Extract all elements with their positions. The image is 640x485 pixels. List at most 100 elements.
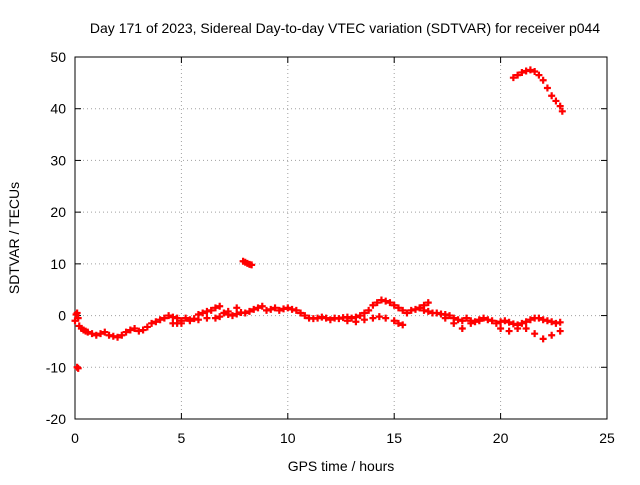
data-point — [373, 299, 381, 307]
data-point — [480, 314, 488, 322]
data-point — [463, 314, 471, 322]
data-point — [399, 321, 407, 329]
data-point — [548, 331, 556, 339]
data-point — [558, 107, 566, 115]
data-point — [535, 314, 543, 322]
data-point — [394, 319, 402, 327]
data-point — [207, 306, 215, 314]
data-point — [411, 305, 419, 313]
data-point — [509, 74, 517, 82]
data-point — [126, 326, 134, 334]
data-point — [518, 319, 526, 327]
data-point — [416, 304, 424, 312]
data-point — [148, 319, 156, 327]
data-point — [526, 316, 534, 324]
data-point — [203, 314, 211, 322]
data-point — [501, 317, 509, 325]
data-point — [160, 314, 168, 322]
data-point — [382, 297, 390, 305]
data-point — [467, 319, 475, 327]
data-point — [182, 314, 190, 322]
data-point — [352, 318, 360, 326]
data-point — [165, 312, 173, 320]
data-point — [92, 331, 100, 339]
data-point — [492, 319, 500, 327]
data-point — [199, 309, 207, 317]
data-point — [245, 307, 253, 315]
data-point — [505, 318, 513, 326]
data-point — [250, 305, 258, 313]
data-point — [522, 318, 530, 326]
data-point — [122, 328, 130, 336]
data-point — [386, 299, 394, 307]
y-tick-label: -10 — [46, 359, 66, 375]
data-point — [450, 319, 458, 327]
data-point — [446, 312, 454, 320]
data-point — [488, 317, 496, 325]
data-points-layer — [71, 66, 566, 372]
plot-frame — [74, 56, 608, 420]
data-point — [248, 261, 256, 269]
data-point — [552, 97, 560, 105]
data-point — [556, 318, 564, 326]
data-point — [497, 325, 505, 332]
data-point — [84, 328, 92, 336]
data-point — [233, 304, 241, 312]
data-point — [220, 309, 228, 317]
data-point — [152, 318, 160, 326]
y-tick-label: 10 — [50, 256, 66, 272]
data-point — [228, 312, 236, 320]
data-point — [292, 306, 300, 314]
data-point — [356, 312, 364, 320]
data-point — [365, 306, 373, 314]
data-point — [74, 314, 82, 322]
data-point — [241, 309, 249, 317]
x-tick-label: 5 — [178, 430, 186, 446]
data-point — [458, 325, 466, 332]
data-point — [97, 330, 105, 338]
x-tick-label: 20 — [493, 430, 509, 446]
x-axis-label: GPS time / hours — [288, 458, 395, 474]
data-point — [458, 317, 466, 325]
x-tick-label: 15 — [386, 430, 402, 446]
data-point — [514, 325, 522, 332]
y-axis-label: SDTVAR / TECUs — [6, 182, 22, 294]
data-point — [275, 306, 283, 314]
data-point — [522, 325, 530, 332]
data-point — [441, 314, 449, 322]
data-point — [403, 309, 411, 317]
y-tick-label: 30 — [50, 152, 66, 168]
data-point — [186, 317, 194, 325]
data-point — [394, 304, 402, 312]
data-point — [139, 326, 147, 334]
data-point — [548, 92, 556, 100]
axis-layer — [74, 56, 608, 420]
data-point — [514, 71, 522, 79]
data-point — [211, 314, 219, 322]
data-point — [322, 314, 330, 322]
data-point — [101, 328, 109, 336]
data-point — [360, 309, 368, 317]
y-tick-label: -20 — [46, 411, 66, 427]
data-point — [360, 316, 368, 324]
x-tick-label: 0 — [71, 430, 79, 446]
data-point — [424, 299, 432, 307]
y-tick-label: 50 — [50, 49, 66, 65]
data-point — [556, 102, 564, 110]
data-point — [267, 305, 275, 313]
y-tick-label: 0 — [58, 308, 66, 324]
data-point — [548, 318, 556, 326]
x-tick-label: 25 — [599, 430, 615, 446]
data-point — [539, 76, 547, 84]
data-point — [505, 327, 513, 335]
x-tick-label: 10 — [280, 430, 296, 446]
data-point — [531, 67, 539, 75]
data-point — [326, 316, 334, 324]
data-point — [399, 306, 407, 314]
data-point — [539, 335, 547, 343]
data-point — [375, 313, 383, 321]
data-point — [194, 316, 202, 324]
